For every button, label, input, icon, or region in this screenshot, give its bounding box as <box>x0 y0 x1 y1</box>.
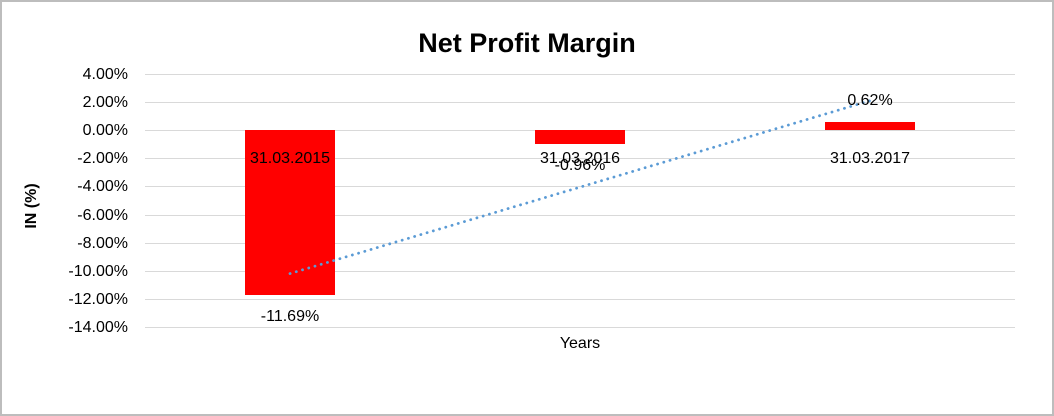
gridline <box>145 270 1015 272</box>
gridline <box>145 158 1015 160</box>
category-label: 31.03.2015 <box>249 150 331 168</box>
data-label: -0.96% <box>554 156 606 174</box>
y-tick-label: -6.00% <box>77 206 128 224</box>
bar-31.03.2016 <box>535 130 625 144</box>
y-tick-label: -4.00% <box>77 178 128 196</box>
gridline <box>145 74 1015 75</box>
y-tick-label: -2.00% <box>77 150 128 168</box>
y-tick-label: -12.00% <box>68 290 128 308</box>
category-label: 31.03.2016 <box>539 150 621 168</box>
chart-title: Net Profit Margin <box>418 28 636 58</box>
gridline <box>145 186 1015 188</box>
gridline <box>145 102 1015 104</box>
category-label: 31.03.2017 <box>829 150 911 168</box>
gridline <box>145 327 1015 328</box>
y-tick-label: -14.00% <box>68 319 128 336</box>
gridline <box>145 214 1015 216</box>
data-label: -11.69% <box>260 307 320 325</box>
y-tick-label: 2.00% <box>82 94 128 112</box>
data-label: 0.62% <box>847 91 893 109</box>
gridline <box>145 242 1015 244</box>
y-tick-label: 4.00% <box>82 66 128 83</box>
bar-31.03.2017 <box>825 121 915 131</box>
y-tick-label: 0.00% <box>82 122 128 140</box>
y-tick-label: -8.00% <box>77 234 128 252</box>
bar-31.03.2015 <box>245 130 335 295</box>
x-axis-title: Years <box>559 335 601 352</box>
gridline <box>145 298 1015 300</box>
y-tick-label: -10.00% <box>68 262 128 280</box>
